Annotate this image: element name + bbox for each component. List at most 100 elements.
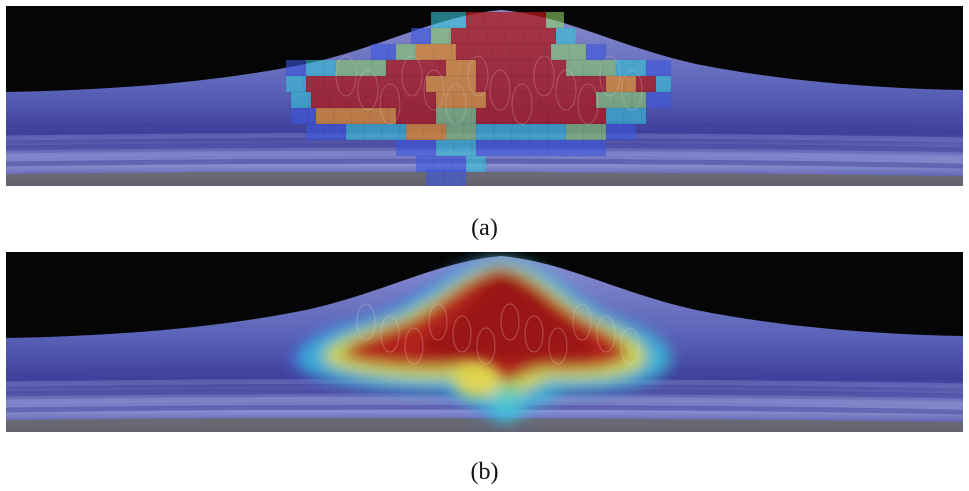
attention-cell — [511, 139, 531, 157]
attention-cell — [415, 155, 435, 173]
cyst-texture — [356, 303, 640, 365]
attention-cell — [435, 91, 455, 109]
attention-cell — [461, 169, 467, 186]
cyst-texture — [335, 55, 643, 125]
attention-cell — [395, 139, 415, 157]
attention-cell — [333, 107, 353, 125]
attention-cell — [601, 107, 607, 125]
attention-cell — [315, 107, 335, 125]
attention-cell — [583, 139, 603, 157]
attention-cell — [377, 75, 397, 93]
attention-cell — [463, 123, 477, 141]
attention-cell — [431, 139, 437, 157]
attention-cell — [421, 59, 441, 77]
attention-cell — [423, 123, 443, 141]
attention-cell — [363, 123, 383, 141]
attention-cell — [465, 155, 485, 173]
attention-cell — [485, 91, 505, 109]
attention-cell — [491, 43, 511, 61]
attention-cell — [545, 11, 565, 29]
attention-lower-lobe — [454, 362, 522, 420]
attention-cell — [645, 59, 665, 77]
attention-cell — [511, 123, 531, 141]
choroid-band — [6, 417, 963, 432]
attention-cell — [453, 91, 473, 109]
attention-cell — [405, 123, 425, 141]
attention-cell — [573, 27, 577, 45]
attention-cell — [425, 169, 445, 186]
attention-cell — [585, 43, 605, 61]
attention-cell — [290, 107, 310, 125]
attention-cell — [453, 139, 473, 157]
attention-cell — [399, 123, 407, 141]
attention-cell — [565, 123, 585, 141]
attention-cell — [473, 43, 493, 61]
attention-cell — [555, 27, 575, 45]
attention-cell — [468, 27, 488, 45]
attention-cell — [381, 123, 401, 141]
heatmap-panel-a — [6, 6, 963, 186]
attention-cell — [341, 75, 361, 93]
attention-cell — [605, 75, 625, 93]
attention-cell — [450, 27, 470, 45]
attention-cell — [645, 91, 665, 109]
attention-cell — [305, 123, 325, 141]
panel-b-caption: (b) — [470, 459, 499, 485]
attention-cell — [310, 91, 330, 109]
attention-cell — [308, 107, 317, 125]
attention-cell — [285, 75, 305, 93]
attention-cell — [568, 43, 587, 61]
attention-cell — [465, 11, 485, 29]
attention-cell — [305, 75, 325, 93]
attention-cell — [463, 59, 477, 77]
attention-cell — [605, 123, 625, 141]
attention-cell — [641, 107, 647, 125]
attention-cell — [601, 139, 607, 157]
attention-cell — [540, 27, 557, 45]
attention-cell — [433, 155, 453, 173]
attention-cell — [595, 91, 615, 109]
attention-cell — [475, 139, 495, 157]
attention-cell — [633, 59, 647, 77]
attention-cell — [285, 59, 305, 77]
attention-cell — [425, 75, 445, 93]
attention-cell — [441, 123, 447, 141]
attention-cell — [395, 107, 415, 125]
attention-cell — [529, 75, 549, 93]
attention-cell — [430, 11, 450, 29]
attention-cell — [471, 107, 477, 125]
attention-cell — [345, 123, 365, 141]
attention-cell — [395, 43, 415, 61]
oct-scan-image-b — [6, 252, 963, 432]
attention-cell — [663, 59, 672, 77]
attention-cell — [323, 123, 343, 141]
attention-cell — [370, 43, 390, 61]
panel-a-caption: (a) — [471, 215, 498, 241]
choroid-band — [6, 171, 963, 186]
attention-cell — [435, 139, 455, 157]
attention-cell — [451, 43, 457, 61]
attention-cell — [635, 75, 655, 93]
attention-cell — [565, 107, 585, 125]
oct-scan-image-a — [6, 6, 963, 186]
attention-cell — [410, 27, 430, 45]
attention-cell — [509, 43, 529, 61]
attention-cell — [493, 107, 513, 125]
attention-cell — [453, 107, 473, 125]
attention-cell — [583, 123, 603, 141]
attention-cell — [323, 59, 337, 77]
attention-cell — [529, 139, 549, 157]
attention-cell — [547, 139, 567, 157]
attention-cell — [445, 59, 465, 77]
attention-cell — [359, 75, 379, 93]
attention-cell — [413, 139, 433, 157]
attention-cell — [547, 107, 567, 125]
attention-cell — [501, 11, 521, 29]
attention-cell — [527, 43, 547, 61]
attention-cell — [328, 91, 348, 109]
attention-cell — [623, 75, 637, 93]
attention-cell — [537, 11, 547, 29]
attention-cell — [443, 169, 463, 186]
attention-cell — [445, 123, 465, 141]
attention-cell — [550, 43, 570, 61]
